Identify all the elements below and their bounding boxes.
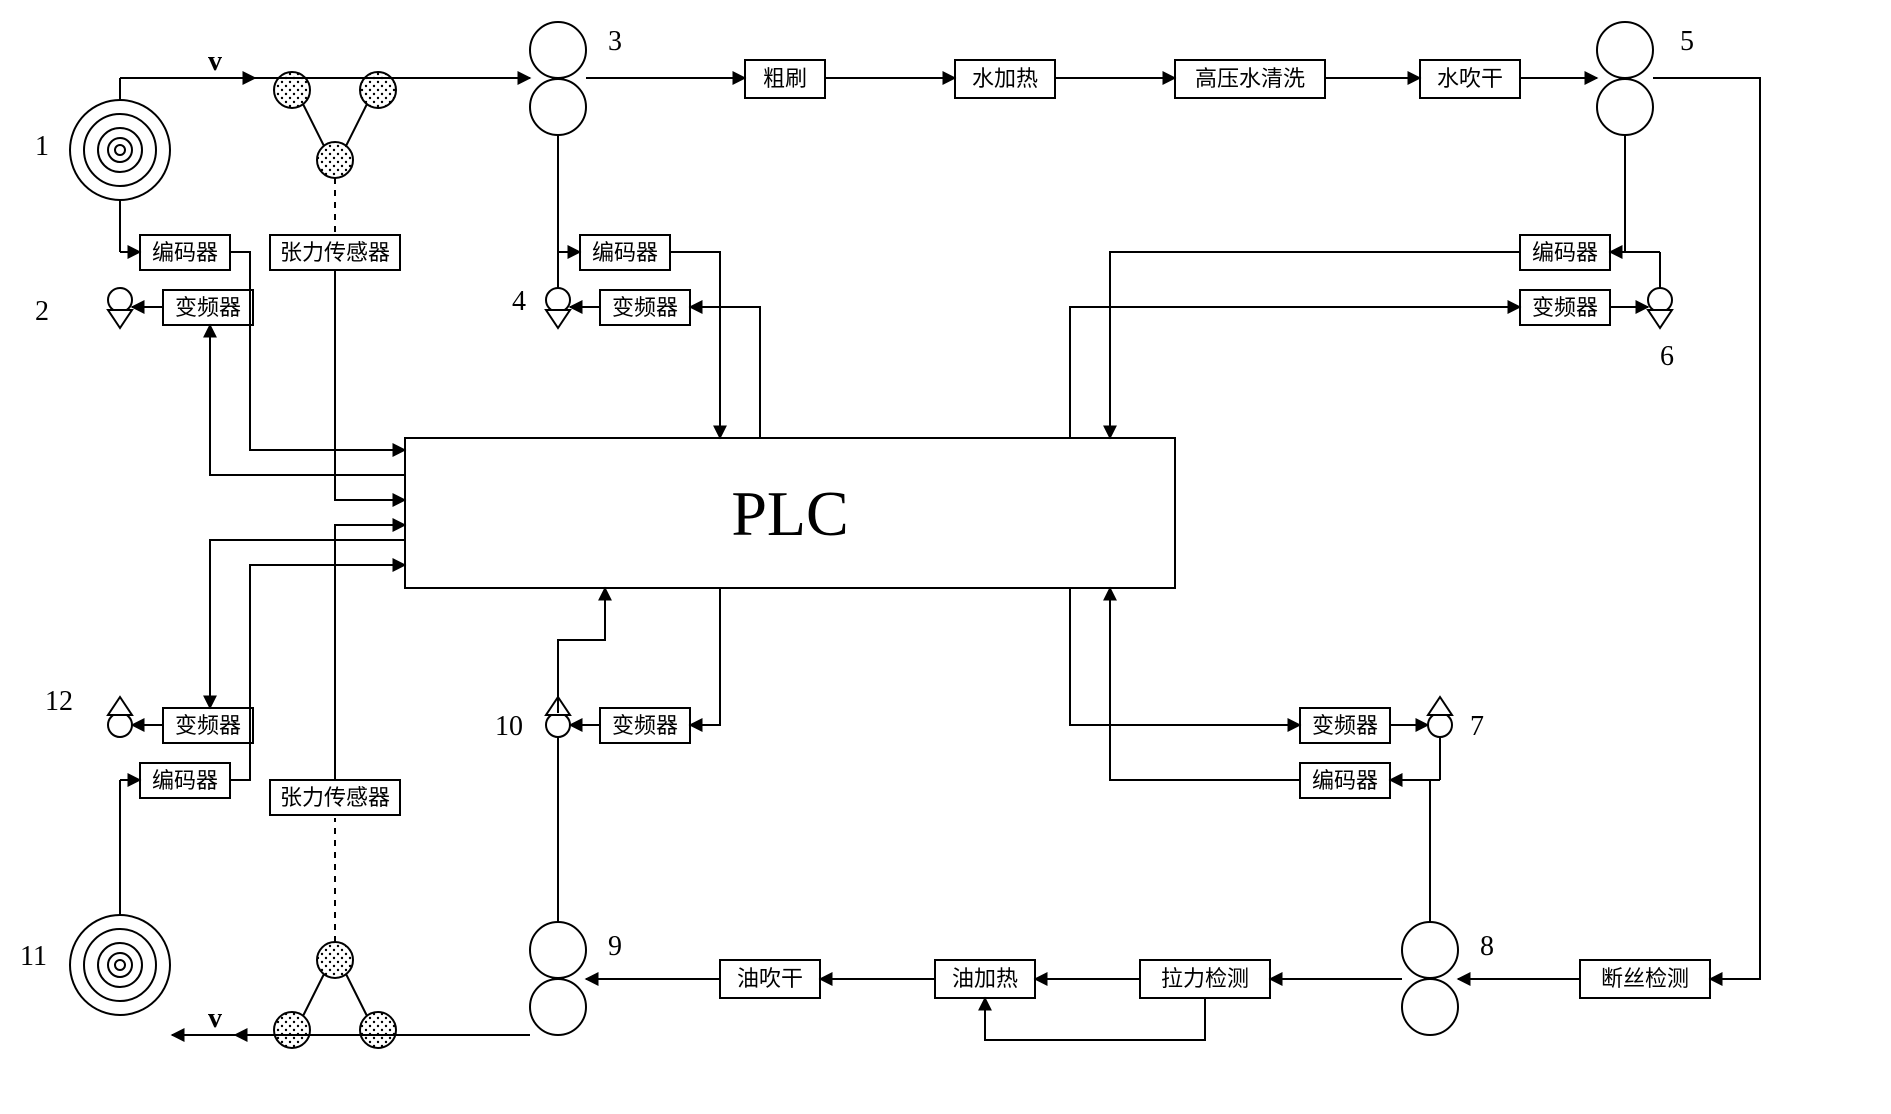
v-bot: v: [208, 1003, 222, 1034]
v-top: v: [208, 46, 222, 77]
num-11: 11: [20, 941, 47, 972]
num-12: 12: [45, 686, 73, 717]
wire-enc8-plc: [1110, 588, 1300, 780]
num-1: 1: [35, 131, 49, 162]
wire-enc5-plc: [1110, 252, 1520, 438]
inverter-4-label: 变频器: [612, 295, 678, 320]
inverter-6-label: 变频器: [1532, 295, 1598, 320]
num-8: 8: [1480, 931, 1494, 962]
tension-sensor-top-label: 张力传感器: [280, 240, 390, 265]
inverter-7-label: 变频器: [1312, 713, 1378, 738]
motor-6: [1648, 288, 1672, 328]
num-9: 9: [608, 931, 622, 962]
reel-11: [70, 915, 170, 1015]
reel-1: [70, 100, 170, 200]
encoder-8-label: 编码器: [1312, 768, 1378, 793]
num-7: 7: [1470, 711, 1484, 742]
rolls-3: [530, 22, 586, 135]
inverter-12-label: 变频器: [175, 713, 241, 738]
encoder-11-label: 编码器: [152, 768, 218, 793]
num-6: 6: [1660, 341, 1674, 372]
motor-4: [546, 288, 570, 328]
tension-top-pulleys: [274, 72, 396, 235]
motor-12: [108, 697, 132, 737]
proc-dryoil-label: 油吹干: [737, 966, 803, 991]
wire-5-to-breakck: [1653, 78, 1760, 979]
wire-enc11-plc: [230, 565, 405, 780]
wire-inv10-plc: [690, 588, 720, 725]
wire-tstop-plc: [335, 270, 405, 500]
proc-heatw-label: 水加热: [972, 66, 1038, 91]
rolls-9: [530, 922, 586, 1035]
proc-dryw-label: 水吹干: [1437, 66, 1503, 91]
tension-sensor-bottom-label: 张力传感器: [280, 785, 390, 810]
rolls-8: [1402, 922, 1458, 1035]
inverter-10-label: 变频器: [612, 713, 678, 738]
proc-hpwash-label: 高压水清洗: [1195, 66, 1305, 91]
wire-enc1-plc: [230, 252, 405, 450]
proc-heatoil-label: 油加热: [952, 966, 1018, 991]
num-5: 5: [1680, 26, 1694, 57]
motor-7: [1428, 697, 1452, 737]
wire-inv7-plc: [1070, 588, 1300, 725]
wire-enc3-plc: [670, 252, 720, 438]
plc-label: PLC: [731, 478, 848, 549]
proc-breakck-label: 断丝检测: [1601, 966, 1689, 991]
encoder-3-label: 编码器: [592, 240, 658, 265]
wire-tsbot-plc: [335, 525, 405, 780]
num-2: 2: [35, 296, 49, 327]
num-3: 3: [608, 26, 622, 57]
wire-tensionck-feedback: [985, 998, 1205, 1040]
num-10: 10: [495, 711, 523, 742]
motor-2: [108, 288, 132, 328]
wire-motor10-plc-up: [558, 588, 605, 713]
wire-inv4-plc: [690, 307, 760, 438]
tension-bottom-pulleys: [274, 818, 396, 1048]
wire-inv6-plc: [1070, 307, 1520, 438]
encoder-1-label: 编码器: [152, 240, 218, 265]
proc-cubrush-label: 粗刷: [763, 66, 807, 91]
rolls-5: [1597, 22, 1653, 135]
inverter-2-label: 变频器: [175, 295, 241, 320]
num-4: 4: [512, 286, 526, 317]
wire-inv2-plc: [210, 325, 405, 475]
encoder-5-label: 编码器: [1532, 240, 1598, 265]
proc-tensionck-label: 拉力检测: [1161, 966, 1249, 991]
